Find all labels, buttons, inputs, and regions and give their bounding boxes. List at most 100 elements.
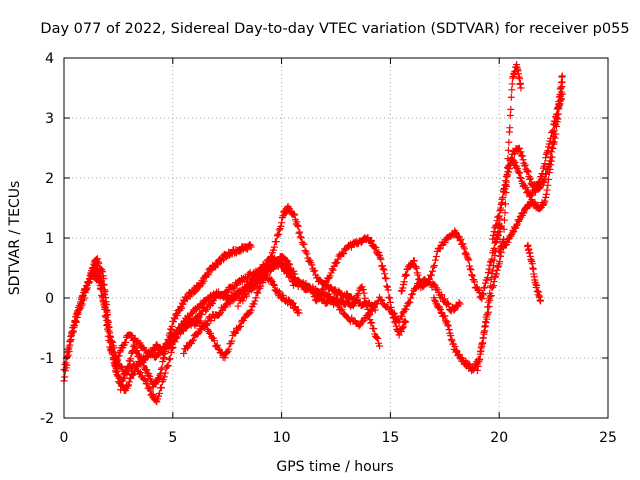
data-point (200, 277, 208, 285)
data-point (207, 329, 215, 337)
data-point (290, 210, 298, 218)
data-point (397, 287, 405, 295)
data-point (457, 235, 465, 243)
track-7 (310, 275, 464, 330)
data-point (82, 285, 90, 293)
y-axis-label: SDTVAR / TECUs (7, 181, 23, 296)
data-point (194, 329, 202, 337)
data-point (251, 297, 259, 305)
data-point (444, 322, 452, 330)
data-point (516, 144, 524, 152)
data-point (558, 72, 566, 80)
data-point (143, 366, 151, 374)
data-point (95, 276, 103, 284)
data-point (152, 341, 160, 349)
data-point (428, 267, 436, 275)
data-point (115, 352, 123, 360)
data-point (254, 289, 262, 297)
data-point (484, 274, 492, 282)
data-point (326, 272, 334, 280)
x-tick-label-4: 20 (490, 430, 508, 446)
data-point (426, 275, 434, 283)
data-point (431, 296, 439, 304)
data-point (441, 312, 449, 320)
data-point (500, 188, 508, 196)
data-point (225, 345, 233, 353)
data-point (117, 376, 125, 384)
data-point (165, 356, 173, 364)
data-point (286, 261, 294, 269)
data-point (333, 258, 341, 266)
data-point (280, 262, 288, 270)
data-point (293, 218, 301, 226)
data-point (484, 298, 492, 306)
data-point (547, 157, 555, 165)
data-point (556, 100, 564, 108)
data-point (272, 238, 280, 246)
data-point (367, 319, 375, 327)
data-point (359, 318, 367, 326)
data-point (143, 380, 151, 388)
data-point (101, 312, 109, 320)
data-point (502, 178, 510, 186)
data-point (320, 295, 328, 303)
data-point (161, 369, 169, 377)
data-point (540, 199, 548, 207)
data-point (492, 222, 500, 230)
data-point (473, 366, 481, 374)
track-12 (495, 78, 566, 256)
data-point (303, 250, 311, 258)
data-point (151, 380, 159, 388)
data-point (406, 298, 414, 306)
data-point (494, 263, 502, 271)
data-point (196, 283, 204, 291)
data-point (368, 236, 376, 244)
data-point (133, 363, 141, 371)
chart-title: Day 077 of 2022, Sidereal Day-to-day VTE… (40, 21, 629, 37)
data-point (452, 229, 460, 237)
data-point (479, 291, 487, 299)
data-point (389, 310, 397, 318)
data-point (435, 302, 443, 310)
data-point (490, 228, 498, 236)
data-point (375, 249, 383, 257)
data-point (367, 306, 375, 314)
data-point (476, 356, 484, 364)
data-point (243, 292, 251, 300)
data-point (372, 244, 380, 252)
data-point (494, 229, 502, 237)
data-point (395, 331, 403, 339)
data-point (467, 266, 475, 274)
data-point (167, 349, 175, 357)
data-point (456, 300, 464, 308)
data-point (486, 282, 494, 290)
data-point (221, 354, 229, 362)
data-point (524, 168, 532, 176)
data-point (273, 232, 281, 240)
data-point (390, 309, 398, 317)
data-point (333, 301, 341, 309)
data-point (515, 169, 523, 177)
data-point (278, 260, 286, 268)
data-point (493, 233, 501, 241)
data-point (492, 247, 500, 255)
data-point (267, 252, 275, 260)
data-point (306, 283, 314, 291)
data-point (168, 323, 176, 331)
data-point (124, 382, 132, 390)
data-point (210, 337, 218, 345)
data-point (505, 168, 513, 176)
data-point (479, 289, 487, 297)
data-point (125, 381, 133, 389)
data-point (327, 297, 335, 305)
data-point (459, 240, 467, 248)
x-axis-label: GPS time / hours (276, 459, 393, 475)
data-point (123, 369, 131, 377)
data-point (486, 289, 494, 297)
data-point (367, 238, 375, 246)
data-point (517, 148, 525, 156)
data-point (334, 255, 342, 263)
data-point (337, 305, 345, 313)
data-point (381, 270, 389, 278)
data-point (117, 377, 125, 385)
